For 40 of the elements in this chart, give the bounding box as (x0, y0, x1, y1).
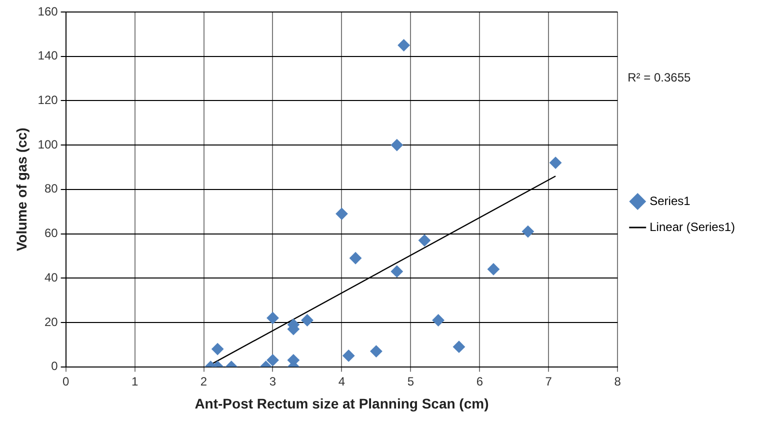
point (398, 39, 410, 52)
x-tick-label: 3 (269, 374, 276, 388)
x-tick-label: 5 (407, 374, 414, 388)
y-tick-label: 40 (44, 270, 58, 284)
y-axis-title: Volume of gas (cc) (13, 128, 30, 252)
point (390, 139, 403, 152)
x-tick-label: 8 (614, 374, 622, 388)
y-tick-label: 0 (51, 359, 58, 374)
point (487, 263, 500, 276)
point (452, 340, 465, 353)
x-tick-label: 6 (476, 374, 484, 388)
y-tick-label: 20 (44, 314, 58, 329)
point (418, 234, 430, 246)
legend-label: Series1 (650, 194, 691, 208)
y-tick-label: 120 (38, 93, 58, 108)
x-tick-label: 0 (62, 374, 70, 388)
point (212, 343, 224, 356)
y-tick-label: 100 (38, 137, 58, 152)
legend-label: Linear (Series1) (650, 220, 736, 234)
point (336, 208, 348, 220)
point (550, 156, 562, 169)
point (266, 354, 279, 366)
point (522, 226, 534, 238)
text: R² = 0.3655 (628, 70, 691, 84)
y-tick-label: 60 (44, 226, 58, 240)
point (342, 350, 355, 362)
x-tick-label: 7 (545, 374, 552, 388)
point (301, 314, 314, 326)
point (266, 312, 279, 324)
y-tick-label: 160 (38, 4, 58, 18)
x-axis-title: Ant-Post Rectum size at Planning Scan (cm) (194, 395, 489, 412)
point (390, 265, 403, 278)
point (432, 314, 444, 326)
y-tick-label: 140 (38, 48, 58, 63)
y-tick-label: 80 (44, 182, 58, 196)
x-tick-label: 2 (200, 374, 208, 388)
x-tick-label: 4 (338, 374, 346, 388)
x-tick-label: 1 (131, 374, 138, 388)
point (350, 252, 362, 264)
point (370, 345, 382, 358)
